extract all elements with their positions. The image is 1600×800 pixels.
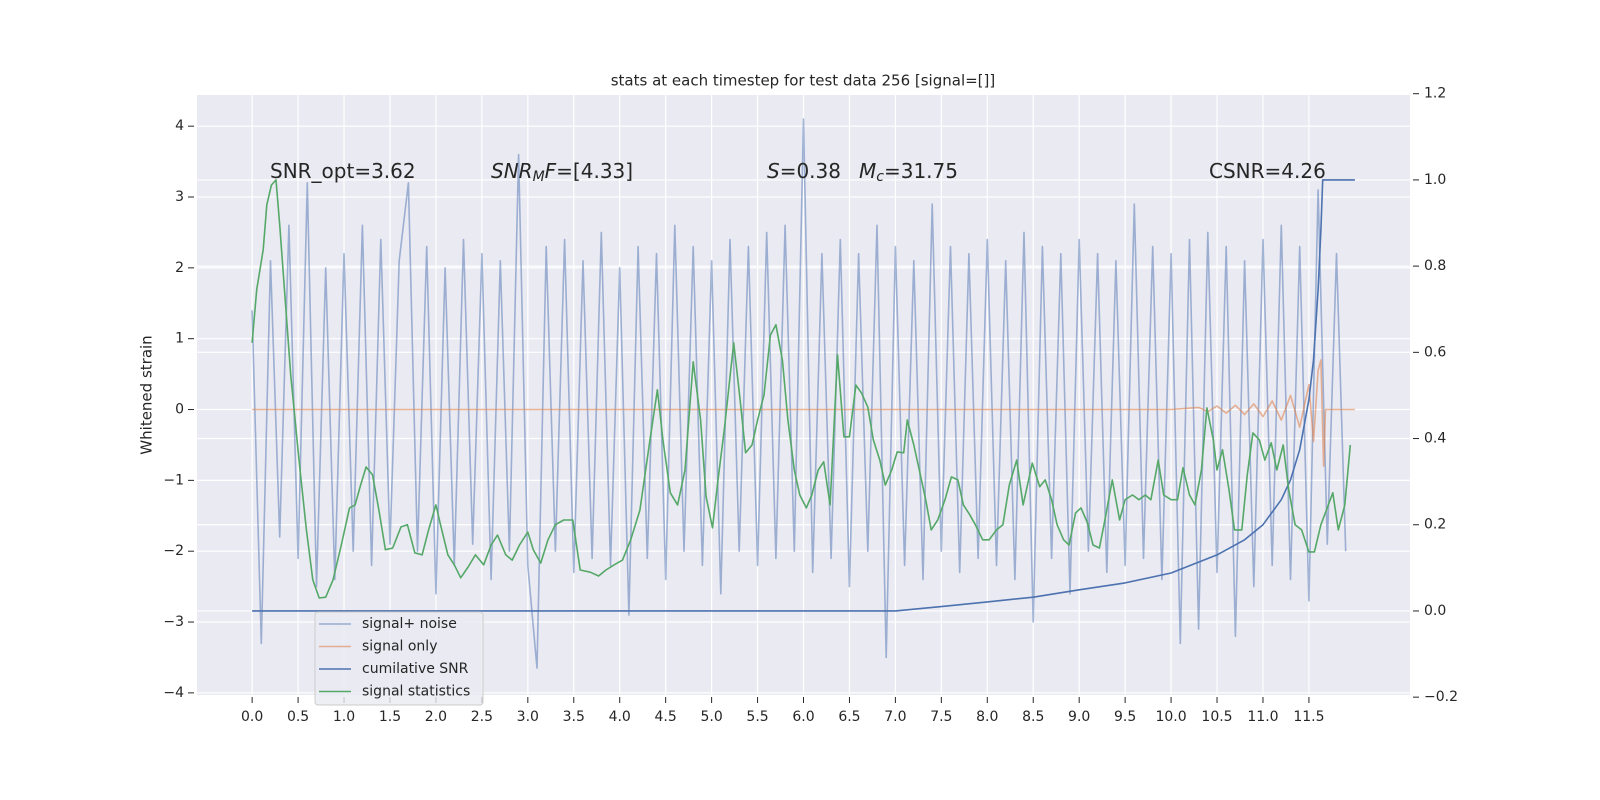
y2-tick-label: 1.2 bbox=[1424, 86, 1446, 102]
x-tick-label: 11.5 bbox=[1293, 709, 1324, 725]
x-tick-label: 4.0 bbox=[609, 709, 631, 725]
chart-title: stats at each timestep for test data 256… bbox=[611, 72, 996, 90]
grid bbox=[197, 93, 1410, 698]
x-tick-label: 9.0 bbox=[1068, 709, 1090, 725]
annotation-part: c bbox=[876, 169, 884, 185]
y-tick-label: 4 bbox=[175, 118, 184, 134]
annotation: Mc=31.75 bbox=[859, 159, 958, 186]
series-line bbox=[252, 359, 1355, 467]
x-tick-label: 6.0 bbox=[792, 709, 814, 725]
legend-label: signal+ noise bbox=[362, 616, 457, 632]
x-tick-label: 3.0 bbox=[517, 709, 539, 725]
y2-tick-label: 0.0 bbox=[1424, 603, 1446, 619]
x-tick-label: 1.5 bbox=[379, 709, 401, 725]
legend-box bbox=[314, 611, 484, 706]
marks bbox=[251, 118, 1355, 669]
y-tick-label: −1 bbox=[163, 472, 184, 488]
x-tick-label: 11.0 bbox=[1247, 709, 1278, 725]
legend: signal+ noise signal only cumilative SNR si… bbox=[314, 611, 484, 706]
x-tick-label: 7.0 bbox=[884, 709, 906, 725]
y-tick-label: 0 bbox=[175, 402, 184, 418]
annotation-part: F bbox=[545, 159, 557, 183]
annotation-part: S bbox=[767, 159, 780, 183]
y2-tick-label: 0.6 bbox=[1424, 344, 1446, 360]
x-tick-label: 9.5 bbox=[1114, 709, 1136, 725]
x-tick-label: 5.5 bbox=[746, 709, 768, 725]
legend-label: cumilative SNR bbox=[362, 661, 469, 677]
annotation-part: SNR bbox=[491, 159, 533, 183]
y-axis-label: Whitened strain bbox=[138, 335, 156, 454]
x-tick-label: 0.5 bbox=[287, 709, 309, 725]
x-tick-label: 3.5 bbox=[563, 709, 585, 725]
x-tick-label: 7.5 bbox=[930, 709, 952, 725]
annotation-part: SNR_opt=3.62 bbox=[270, 159, 416, 183]
y2-tick-label: 0.4 bbox=[1424, 431, 1446, 447]
x-tick-label: 1.0 bbox=[333, 709, 355, 725]
y-tick-label: −3 bbox=[163, 614, 184, 630]
annotation: S=0.38 bbox=[767, 159, 841, 183]
annotation-part: M bbox=[533, 169, 545, 185]
x-tick-label: 6.5 bbox=[838, 709, 860, 725]
x-tick-label: 4.5 bbox=[655, 709, 677, 725]
y2-tick-label: 0.8 bbox=[1424, 258, 1446, 274]
annotation-part: =31.75 bbox=[884, 159, 958, 183]
x-tick-label: 8.0 bbox=[976, 709, 998, 725]
annotation: SNRMF=[4.33] bbox=[491, 159, 633, 186]
y-tick-label: −4 bbox=[163, 685, 184, 701]
x-tick-label: 10.5 bbox=[1201, 709, 1232, 725]
y2-tick-label: −0.2 bbox=[1424, 689, 1458, 705]
legend-label: signal only bbox=[362, 639, 437, 655]
y-tick-label: −2 bbox=[163, 543, 184, 559]
series-line bbox=[251, 179, 1352, 599]
x-tick-label: 10.0 bbox=[1155, 709, 1186, 725]
x-tick-label: 0.0 bbox=[241, 709, 263, 725]
x-tick-label: 2.5 bbox=[471, 709, 493, 725]
x-tick-label: 2.0 bbox=[425, 709, 447, 725]
y-tick-label: 1 bbox=[175, 331, 184, 347]
y2-tick-label: 0.2 bbox=[1424, 517, 1446, 533]
annotation-part: M bbox=[859, 159, 876, 183]
x-tick-label: 8.5 bbox=[1022, 709, 1044, 725]
annotation: SNR_opt=3.62 bbox=[270, 159, 416, 183]
legend-label: signal statistics bbox=[362, 684, 470, 700]
y-tick-label: 3 bbox=[175, 189, 184, 205]
annotation: CSNR=4.26 bbox=[1209, 159, 1326, 183]
y-tick-label: 2 bbox=[175, 260, 184, 276]
annotation-part: =[4.33] bbox=[556, 159, 633, 183]
y2-tick-label: 1.0 bbox=[1424, 172, 1446, 188]
series-line bbox=[252, 179, 1355, 612]
axes: 0.0 0.5 1.0 1.5 2.0 2.5 3.0 3.5 4.0 4.5 5.0 5.5 6.0 6… bbox=[163, 86, 1458, 725]
x-tick-label: 5.0 bbox=[700, 709, 722, 725]
annotation-part: CSNR=4.26 bbox=[1209, 159, 1326, 183]
annotation-part: =0.38 bbox=[780, 159, 841, 183]
series-line bbox=[251, 118, 1347, 669]
